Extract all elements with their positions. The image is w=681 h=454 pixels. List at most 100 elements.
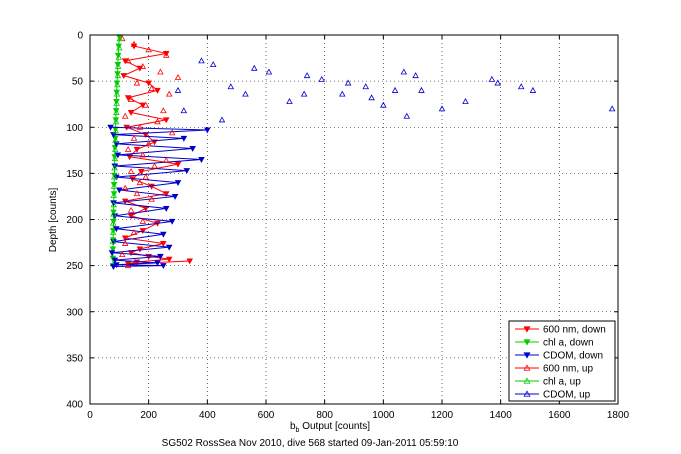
data-point <box>145 46 152 53</box>
data-point <box>108 250 116 257</box>
data-point <box>109 228 117 235</box>
data-point <box>168 218 176 225</box>
data-point <box>162 117 170 124</box>
y-tick-label: 50 <box>72 77 84 88</box>
data-point <box>127 206 135 213</box>
x-tick-label: 1000 <box>372 410 395 421</box>
legend-marker <box>523 339 531 346</box>
y-tick-label: 0 <box>77 31 83 42</box>
data-point <box>218 116 226 123</box>
data-point <box>380 101 387 108</box>
data-point <box>171 193 179 200</box>
data-point <box>127 110 135 116</box>
data-point <box>113 99 120 106</box>
y-tick-label: 400 <box>66 400 83 411</box>
data-point <box>121 240 129 246</box>
legend-label: CDOM, down <box>543 351 603 362</box>
data-point <box>121 112 129 119</box>
legend-label: 600 nm, down <box>543 325 606 336</box>
data-point <box>362 83 370 90</box>
data-point <box>250 64 258 71</box>
data-point <box>116 187 123 194</box>
data-point <box>121 235 129 242</box>
data-point <box>121 184 129 191</box>
data-point <box>174 86 182 93</box>
legend: 600 nm, down chl a, down CDOM, down 600 nm,… <box>508 320 616 402</box>
data-point <box>160 241 167 247</box>
data-point <box>608 105 616 112</box>
y-tick-label: 150 <box>66 169 83 180</box>
data-point <box>139 228 147 234</box>
data-point <box>112 136 119 143</box>
data-point <box>148 85 155 91</box>
data-point <box>180 135 188 142</box>
data-point <box>174 74 182 80</box>
x-axis-label: bb Output [counts] <box>290 421 370 434</box>
data-point <box>145 80 152 87</box>
data-point <box>438 105 446 112</box>
data-point <box>142 101 150 108</box>
data-point <box>110 209 117 216</box>
series-4 <box>109 35 124 245</box>
data-point <box>113 90 121 97</box>
legend-label: 600 nm, up <box>543 364 593 375</box>
data-point <box>113 109 120 115</box>
x-axis-label-main: b <box>290 421 296 432</box>
data-point <box>204 127 211 134</box>
data-point <box>124 57 132 64</box>
data-point <box>130 228 138 235</box>
data-point <box>107 124 114 131</box>
data-point <box>124 262 132 269</box>
y-tick-label: 200 <box>66 215 83 226</box>
data-point <box>160 107 167 114</box>
data-point <box>115 53 123 60</box>
legend-box <box>508 320 616 402</box>
series-2 <box>107 124 211 270</box>
data-marks <box>107 34 616 270</box>
data-point <box>124 145 132 152</box>
data-point <box>174 180 182 187</box>
x-tick-label: 1600 <box>548 410 571 421</box>
data-point <box>162 191 170 198</box>
data-point <box>160 231 167 238</box>
data-point <box>180 107 188 114</box>
data-point <box>110 181 118 188</box>
data-point <box>109 228 117 234</box>
series-5 <box>174 57 616 123</box>
data-point <box>418 86 425 93</box>
data-point <box>111 257 119 264</box>
data-point <box>133 79 141 86</box>
data-point <box>286 97 293 104</box>
data-point <box>110 201 118 208</box>
data-point <box>109 238 117 245</box>
data-point <box>112 127 120 134</box>
data-point <box>183 168 191 175</box>
data-point <box>130 134 138 141</box>
data-point <box>174 161 182 168</box>
y-tick-label: 300 <box>66 307 83 318</box>
data-point <box>162 50 170 57</box>
data-point <box>114 81 121 88</box>
data-point <box>139 151 147 158</box>
data-point <box>412 72 419 79</box>
data-point <box>154 260 161 267</box>
legend-label: chl a, up <box>543 377 581 388</box>
data-point <box>136 179 144 186</box>
data-point <box>138 169 145 175</box>
data-point <box>517 83 525 90</box>
data-point <box>494 79 502 86</box>
data-point <box>124 95 132 102</box>
data-point <box>142 173 150 180</box>
data-point <box>139 217 147 224</box>
data-point <box>400 68 408 75</box>
legend-marker <box>523 326 531 333</box>
data-point <box>136 123 144 130</box>
data-point <box>112 118 120 125</box>
data-point <box>111 164 118 171</box>
y-tick-label: 100 <box>66 123 83 134</box>
data-point <box>110 210 117 217</box>
data-point <box>168 129 176 136</box>
x-tick-label: 200 <box>140 410 157 421</box>
data-point <box>151 162 158 169</box>
